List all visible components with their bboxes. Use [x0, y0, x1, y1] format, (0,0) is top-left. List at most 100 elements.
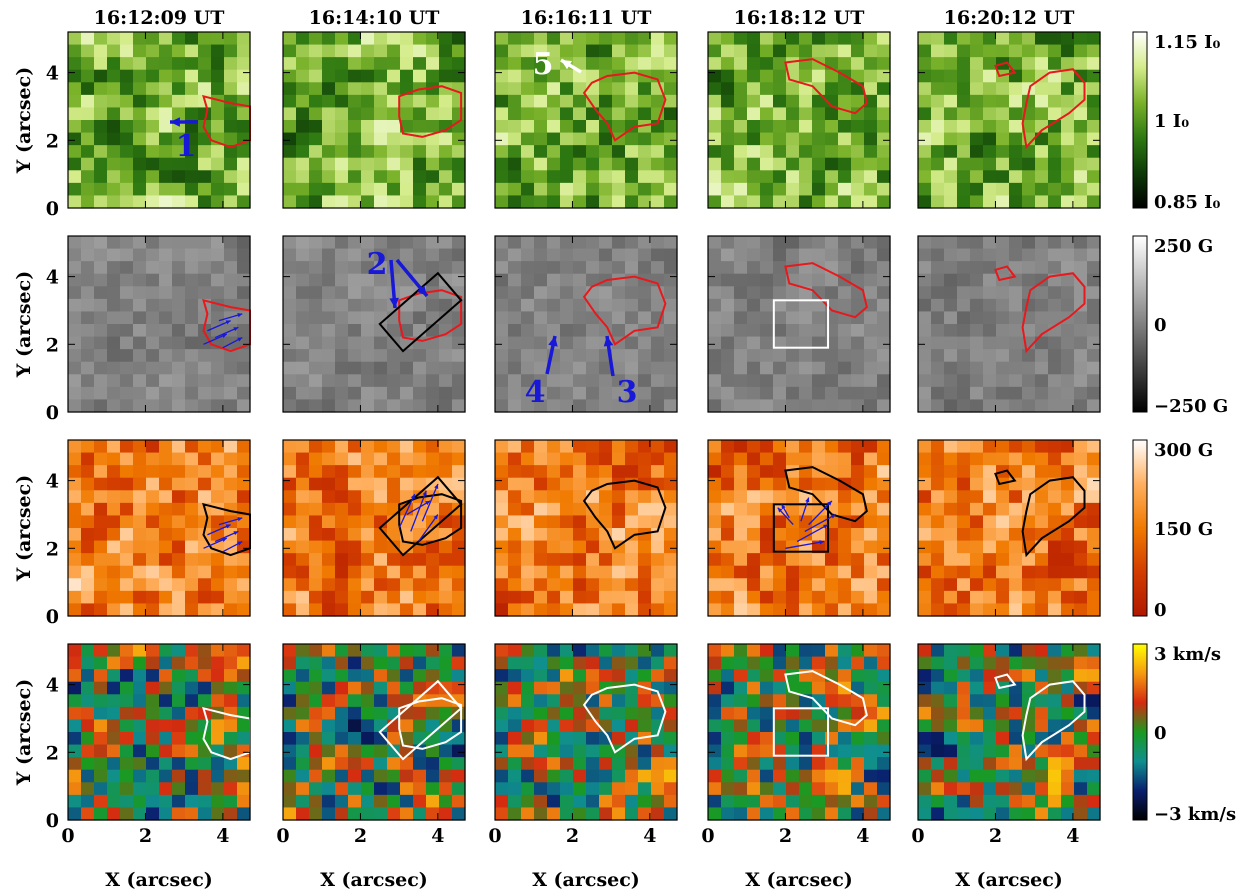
map-pixel	[1087, 719, 1101, 733]
map-pixel	[625, 502, 639, 517]
map-pixel	[599, 590, 613, 605]
map-pixel	[348, 565, 362, 579]
map-pixel	[1087, 107, 1101, 121]
map-pixel	[747, 681, 761, 695]
map-pixel	[1061, 477, 1075, 491]
map-pixel	[185, 132, 199, 146]
map-pixel	[1074, 132, 1088, 146]
map-pixel	[983, 248, 997, 262]
map-pixel	[185, 590, 199, 605]
map-pixel	[335, 248, 349, 262]
map-pixel	[439, 502, 453, 517]
map-pixel	[708, 452, 722, 466]
map-pixel	[851, 298, 865, 313]
map-pixel	[1048, 248, 1062, 262]
map-pixel	[426, 603, 440, 617]
map-pixel	[1074, 719, 1088, 733]
map-pixel	[664, 515, 678, 529]
map-pixel	[172, 528, 186, 542]
map-pixel	[120, 807, 134, 821]
map-pixel	[760, 32, 774, 46]
map-pixel	[786, 94, 800, 109]
map-pixel	[773, 399, 787, 413]
map-pixel	[439, 94, 453, 109]
map-pixel	[996, 82, 1010, 96]
map-pixel	[309, 744, 323, 758]
map-pixel	[521, 361, 535, 375]
map-pixel	[996, 807, 1010, 821]
map-pixel	[851, 669, 865, 683]
map-pixel	[508, 732, 522, 746]
map-pixel	[348, 656, 362, 670]
map-pixel	[944, 477, 958, 491]
map-pixel	[335, 782, 349, 796]
map-pixel	[309, 349, 323, 363]
map-pixel	[534, 236, 548, 250]
map-pixel	[799, 769, 813, 783]
map-pixel	[198, 669, 212, 683]
map-pixel	[335, 490, 349, 504]
map-pixel	[120, 82, 134, 96]
map-pixel	[521, 694, 535, 708]
map-pixel	[348, 361, 362, 375]
map-pixel	[94, 132, 108, 146]
map-pixel	[664, 286, 678, 300]
map-pixel	[612, 656, 626, 670]
map-pixel	[838, 490, 852, 504]
map-pixel	[651, 782, 665, 796]
map-pixel	[495, 361, 509, 375]
map-pixel	[508, 82, 522, 96]
map-pixel	[1074, 107, 1088, 121]
map-pixel	[133, 349, 147, 363]
map-pixel	[452, 590, 466, 605]
map-pixel	[400, 386, 414, 401]
map-pixel	[452, 502, 466, 517]
map-pixel	[146, 44, 160, 58]
map-pixel	[374, 273, 388, 287]
map-pixel	[211, 477, 225, 491]
map-pixel	[838, 170, 852, 184]
map-pixel	[413, 44, 427, 58]
map-pixel	[547, 298, 561, 313]
map-pixel	[918, 94, 932, 109]
map-pixel	[931, 349, 945, 363]
map-pixel	[159, 565, 173, 579]
map-pixel	[283, 107, 297, 121]
map-pixel	[107, 32, 121, 46]
map-pixel	[812, 590, 826, 605]
map-pixel	[120, 286, 134, 300]
map-pixel	[296, 477, 310, 491]
map-pixel	[296, 656, 310, 670]
map-pixel	[851, 273, 865, 287]
map-pixel	[625, 82, 639, 96]
map-pixel	[68, 528, 82, 542]
map-pixel	[495, 273, 509, 287]
map-pixel	[760, 286, 774, 300]
map-pixel	[133, 44, 147, 58]
map-pixel	[296, 361, 310, 375]
map-pixel	[322, 298, 336, 313]
map-pixel	[426, 298, 440, 313]
map-pixel	[133, 719, 147, 733]
map-pixel	[651, 440, 665, 454]
map-pixel	[1022, 248, 1036, 262]
map-pixel	[957, 706, 971, 721]
map-pixel	[146, 248, 160, 262]
map-pixel	[734, 440, 748, 454]
map-pixel	[983, 807, 997, 821]
map-pixel	[508, 540, 522, 554]
map-pixel	[625, 182, 639, 197]
map-pixel	[931, 465, 945, 479]
map-pixel	[283, 477, 297, 491]
map-pixel	[224, 386, 238, 401]
map-pixel	[335, 769, 349, 783]
map-pixel	[237, 120, 251, 134]
map-pixel	[413, 590, 427, 605]
map-pixel	[838, 298, 852, 313]
map-pixel	[851, 794, 865, 809]
y-tick-label: 2	[46, 538, 59, 560]
map-pixel	[799, 195, 813, 209]
map-pixel	[68, 57, 82, 71]
map-pixel	[68, 120, 82, 134]
map-pixel	[133, 399, 147, 413]
